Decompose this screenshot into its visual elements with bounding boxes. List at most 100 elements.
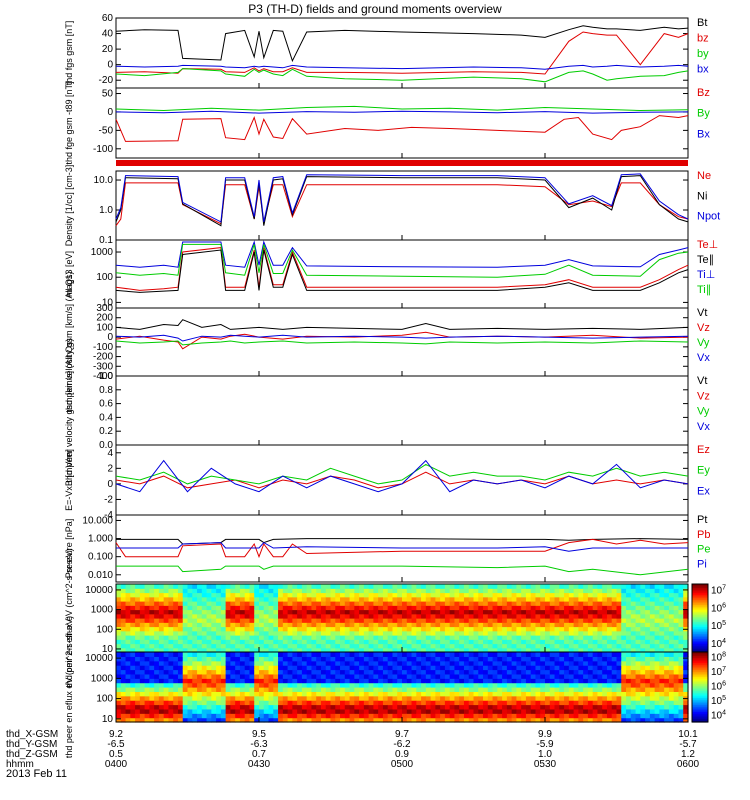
heatmap-cell	[449, 605, 456, 611]
heatmap-cell	[301, 584, 308, 589]
heatmap-cell	[382, 678, 389, 684]
heatmap-cell	[135, 704, 141, 710]
heatmap-cell	[349, 678, 355, 684]
heatmap-cell	[206, 708, 212, 714]
heatmap-cell	[301, 639, 308, 645]
heatmap-cell	[483, 596, 489, 602]
heatmap-cell	[301, 626, 308, 632]
heatmap-cell	[139, 596, 146, 602]
heatmap-cell	[311, 635, 317, 640]
heatmap-cell	[592, 613, 599, 619]
heatmap-cell	[430, 673, 436, 679]
heatmap-cell	[564, 626, 570, 632]
heatmap-cell	[421, 584, 427, 589]
series-line	[115, 25, 689, 63]
y-tick-label: 10	[102, 297, 114, 308]
heatmap-cell	[645, 643, 651, 649]
heatmap-cell	[278, 687, 284, 692]
heatmap-cell	[492, 678, 498, 684]
colorbar-swatch	[692, 635, 708, 638]
heatmap-cell	[135, 713, 141, 719]
heatmap-cell	[392, 665, 398, 671]
heatmap-cell	[483, 643, 489, 649]
heatmap-cell	[182, 588, 189, 594]
heatmap-cell	[606, 660, 613, 666]
heatmap-cell	[516, 687, 522, 692]
heatmap-cell	[459, 665, 465, 671]
heatmap-cell	[316, 647, 322, 653]
heatmap-cell	[430, 656, 436, 662]
heatmap-cell	[530, 682, 537, 688]
heatmap-cell	[239, 708, 246, 714]
heatmap-cell	[173, 652, 179, 657]
heatmap-cell	[497, 639, 503, 645]
heatmap-cell	[373, 626, 379, 632]
heatmap-cell	[554, 643, 560, 649]
heatmap-cell	[559, 609, 565, 615]
heatmap-cell	[130, 691, 136, 697]
heatmap-cell	[564, 713, 570, 719]
heatmap-cell	[602, 613, 608, 619]
heatmap-cell	[211, 613, 217, 619]
heatmap-cell	[182, 622, 189, 628]
legend-entry: bx	[697, 64, 709, 76]
heatmap-cell	[521, 630, 527, 636]
heatmap-cell	[602, 643, 608, 649]
heatmap-cell	[645, 639, 651, 645]
heatmap-cell	[216, 643, 222, 649]
heatmap-cell	[220, 695, 227, 701]
heatmap-cell	[487, 609, 494, 615]
heatmap-cell	[468, 626, 475, 632]
heatmap-cell	[220, 630, 227, 636]
colorbar-swatch	[692, 612, 708, 616]
heatmap-cell	[425, 665, 432, 671]
heatmap-cell	[411, 652, 417, 657]
heatmap-cell	[173, 609, 179, 615]
heatmap-cell	[197, 678, 203, 684]
heatmap-cell	[573, 592, 579, 598]
heatmap-cell	[421, 622, 427, 628]
heatmap-cell	[135, 669, 141, 675]
heatmap-cell	[478, 596, 484, 602]
heatmap-cell	[282, 691, 289, 697]
heatmap-cell	[297, 601, 303, 606]
heatmap-cell	[392, 643, 398, 649]
heatmap-cell	[435, 687, 441, 692]
heatmap-cell	[116, 704, 122, 710]
heatmap-cell	[378, 635, 384, 640]
heatmap-cell	[187, 592, 193, 598]
heatmap-cell	[606, 601, 613, 606]
heatmap-cell	[359, 588, 365, 594]
heatmap-cell	[359, 678, 365, 684]
heatmap-cell	[268, 713, 274, 719]
heatmap-cell	[516, 584, 522, 589]
heatmap-cell	[144, 704, 150, 710]
heatmap-cell	[382, 656, 389, 662]
heatmap-cell	[559, 678, 565, 684]
heatmap-cell	[273, 656, 279, 662]
colorbar-swatch	[692, 646, 708, 650]
heatmap-cell	[139, 717, 146, 723]
heatmap-cell	[592, 656, 599, 662]
heatmap-cell	[535, 639, 541, 645]
y-tick-label: 100	[96, 624, 113, 635]
heatmap-cell	[235, 626, 241, 632]
heatmap-cell	[149, 673, 155, 679]
heatmap-cell	[149, 630, 155, 636]
heatmap-cell	[139, 584, 146, 589]
heatmap-cell	[673, 605, 680, 611]
heatmap-cell	[626, 713, 632, 719]
heatmap-cell	[154, 656, 160, 662]
heatmap-cell	[125, 605, 131, 611]
colorbar-swatch	[692, 683, 708, 686]
colorbar-swatch	[692, 673, 708, 676]
heatmap-cell	[597, 665, 603, 671]
heatmap-cell	[382, 605, 389, 611]
heatmap-cell	[530, 687, 537, 692]
heatmap-cell	[368, 613, 374, 619]
heatmap-cell	[192, 682, 198, 688]
heatmap-cell	[278, 605, 284, 611]
heatmap-cell	[568, 643, 575, 649]
heatmap-cell	[206, 691, 212, 697]
heatmap-cell	[335, 665, 341, 671]
